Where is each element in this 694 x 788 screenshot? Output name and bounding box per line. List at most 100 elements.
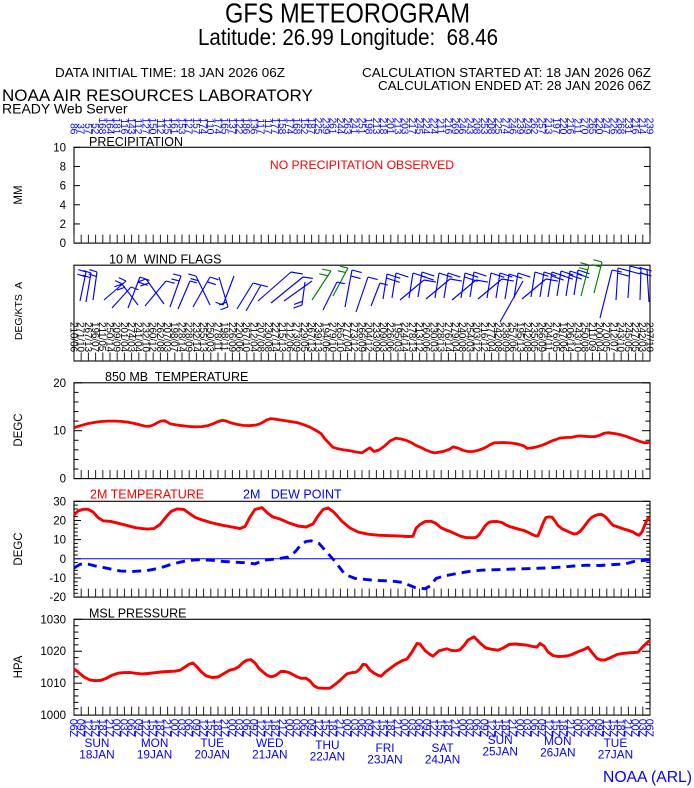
svg-text:250/03: 250/03	[204, 322, 215, 353]
svg-text:0: 0	[60, 238, 66, 250]
svg-text:1030: 1030	[40, 614, 66, 626]
svg-text:218: 218	[377, 118, 388, 135]
svg-text:20JAN: 20JAN	[194, 748, 229, 762]
svg-text:09Z: 09Z	[74, 719, 86, 737]
svg-text:18Z: 18Z	[441, 719, 453, 737]
svg-text:265/10: 265/10	[334, 322, 345, 353]
svg-text:225: 225	[492, 118, 503, 135]
svg-text:206/14: 206/14	[564, 322, 575, 353]
svg-text:196/07: 196/07	[89, 322, 100, 353]
svg-text:277/04: 277/04	[341, 322, 352, 353]
svg-text:21Z: 21Z	[161, 719, 173, 737]
svg-text:274: 274	[499, 118, 510, 135]
svg-text:03Z: 03Z	[348, 719, 360, 737]
svg-text:273/12: 273/12	[348, 322, 359, 353]
svg-text:216: 216	[442, 118, 453, 135]
svg-text:195/03: 195/03	[391, 322, 402, 353]
svg-text:10: 10	[53, 426, 66, 438]
svg-text:00Z: 00Z	[571, 719, 583, 737]
svg-text:227/14: 227/14	[269, 322, 280, 353]
svg-text:09Z: 09Z	[593, 719, 605, 737]
svg-text:21Z: 21Z	[276, 719, 288, 737]
svg-text:158: 158	[276, 118, 287, 135]
svg-text:10: 10	[53, 535, 66, 547]
svg-text:203/12: 203/12	[471, 322, 482, 353]
svg-text:21Z: 21Z	[506, 719, 518, 737]
svg-text:WED: WED	[256, 736, 284, 750]
svg-text:06Z: 06Z	[528, 719, 540, 737]
svg-text:0: 0	[60, 474, 66, 486]
svg-text:226/06: 226/06	[384, 322, 395, 353]
svg-text:110: 110	[204, 118, 215, 134]
svg-text:21Z: 21Z	[621, 719, 633, 737]
svg-text:216: 216	[629, 118, 640, 135]
svg-text:214: 214	[636, 118, 647, 135]
svg-text:239/13: 239/13	[312, 322, 323, 353]
svg-text:228/14: 228/14	[175, 322, 186, 353]
svg-text:MON: MON	[141, 736, 169, 750]
svg-text:21JAN: 21JAN	[252, 748, 287, 762]
svg-text:23JAN: 23JAN	[367, 753, 402, 767]
svg-text:Latitude: 26.99 Longitude: 68: Latitude: 26.99 Longitude: 68.46	[198, 24, 498, 50]
svg-text:122: 122	[233, 118, 244, 135]
svg-text:265: 265	[586, 118, 597, 135]
svg-text:SUN: SUN	[85, 736, 110, 750]
svg-text:168: 168	[96, 118, 107, 135]
svg-text:240/08: 240/08	[456, 322, 467, 353]
svg-text:37: 37	[75, 123, 86, 135]
svg-text:15Z: 15Z	[607, 719, 619, 737]
svg-text:06Z: 06Z	[182, 719, 194, 737]
svg-text:270/05: 270/05	[600, 322, 611, 353]
svg-text:232/10: 232/10	[139, 322, 150, 353]
svg-text:18Z: 18Z	[211, 719, 223, 737]
svg-text:274/03: 274/03	[125, 322, 136, 353]
svg-text:266/09: 266/09	[355, 322, 366, 353]
svg-text:00Z: 00Z	[283, 719, 295, 737]
svg-text:201/04: 201/04	[118, 322, 129, 353]
svg-text:NOAA (ARL): NOAA (ARL)	[603, 769, 692, 786]
svg-text:136: 136	[247, 118, 258, 135]
svg-text:279/10: 279/10	[327, 322, 338, 353]
svg-text:254/03: 254/03	[463, 322, 474, 353]
svg-text:207/03: 207/03	[161, 322, 172, 353]
svg-text:262: 262	[528, 118, 539, 135]
svg-text:253: 253	[478, 118, 489, 135]
svg-text:195/13: 195/13	[514, 322, 525, 353]
svg-text:239: 239	[319, 118, 330, 135]
svg-text:177: 177	[269, 118, 280, 135]
svg-text:270: 270	[579, 118, 590, 135]
svg-text:DATA INITIAL TIME: 18 JAN 2026: DATA INITIAL TIME: 18 JAN 2026 06Z	[55, 65, 285, 80]
svg-text:03Z: 03Z	[463, 719, 475, 737]
svg-text:12Z: 12Z	[139, 719, 151, 737]
svg-text:231: 231	[622, 118, 633, 135]
svg-text:262/08: 262/08	[154, 322, 165, 353]
svg-text:06Z: 06Z	[125, 719, 137, 737]
svg-text:211: 211	[435, 118, 446, 134]
svg-text:174: 174	[283, 118, 294, 135]
svg-text:227/05: 227/05	[629, 322, 640, 353]
svg-text:261: 261	[327, 118, 338, 135]
svg-text:157: 157	[190, 118, 201, 135]
svg-text:260/12: 260/12	[147, 322, 158, 353]
svg-text:186: 186	[240, 118, 251, 135]
svg-text:137: 137	[226, 118, 237, 135]
svg-text:127: 127	[183, 118, 194, 135]
svg-text:215/13: 215/13	[276, 322, 287, 353]
svg-text:200/04: 200/04	[593, 322, 604, 353]
svg-text:260/06: 260/06	[420, 322, 431, 353]
svg-text:198/07: 198/07	[168, 322, 179, 353]
svg-text:TUE: TUE	[604, 736, 628, 750]
svg-text:GFS METEOROGRAM: GFS METEOROGRAM	[225, 0, 470, 29]
svg-text:279/04: 279/04	[449, 322, 460, 353]
svg-text:4: 4	[60, 200, 67, 212]
svg-text:224: 224	[420, 118, 431, 135]
svg-text:18Z: 18Z	[557, 719, 569, 737]
svg-text:12Z: 12Z	[197, 719, 209, 737]
svg-text:CALCULATION STARTED AT: 18 JAN: CALCULATION STARTED AT: 18 JAN 2026 06Z	[362, 65, 651, 80]
svg-text:276/14: 276/14	[442, 322, 453, 353]
svg-text:0: 0	[60, 554, 66, 566]
svg-text:233/09: 233/09	[370, 322, 381, 353]
svg-text:15Z: 15Z	[492, 719, 504, 737]
svg-text:198/11: 198/11	[219, 322, 230, 352]
svg-text:24JAN: 24JAN	[425, 753, 460, 767]
